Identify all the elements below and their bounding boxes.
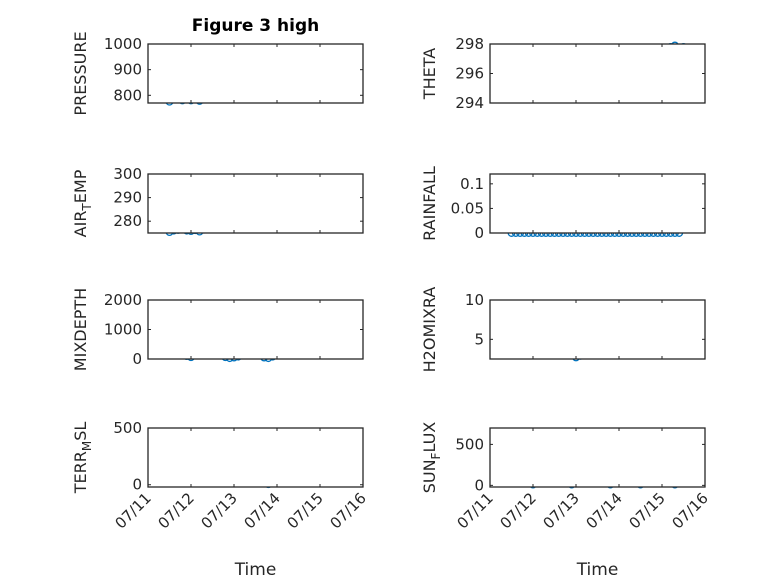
axes-box <box>489 43 706 104</box>
y-tick-label: 500 <box>113 419 142 437</box>
subplot-top-left: 800 900 1000 PRESSURE Figure 3 high <box>71 16 364 116</box>
subplot-third-left: 0 1000 2000 MIXDEPTH <box>71 288 364 371</box>
subplot-bottom-left: 0 500 TERRMSL 07/11 07/12 07/13 07/14 07/15 07/1… <box>71 419 370 580</box>
x-tick-label: 07/16 <box>327 489 370 532</box>
y-axis-label-main: MIXDEPTH <box>71 288 90 371</box>
y-axis-label-suffix: SL <box>71 422 90 441</box>
y-axis-label-suffix: EMP <box>71 169 90 203</box>
y-tick-label: 296 <box>455 65 484 83</box>
y-axis-label: RAINFALL <box>420 166 439 241</box>
y-tick-label: 280 <box>113 212 142 230</box>
y-axis-label-main: TERR <box>71 451 90 494</box>
y-tick-label: 0.1 <box>460 175 484 193</box>
x-tick-label: 07/14 <box>241 489 284 532</box>
x-tick-label: 07/15 <box>284 489 327 532</box>
y-axis-label: PRESSURE <box>71 31 90 115</box>
y-axis-label-main: H2OMIXRA <box>420 287 439 373</box>
subplot-bottom-right: 0 500 SUNFLUX 07/11 07/12 07/13 07/14 07/15 07/1… <box>420 422 712 580</box>
y-axis-label: THETA <box>420 48 439 100</box>
x-tick-label: 07/11 <box>454 489 497 532</box>
y-tick-label: 5 <box>474 330 484 348</box>
y-tick-label: 500 <box>455 435 484 453</box>
axes-box <box>489 427 706 488</box>
y-tick-label: 2000 <box>104 291 142 309</box>
y-tick-label: 298 <box>455 35 484 53</box>
axes-box <box>489 299 706 360</box>
y-tick-label: 800 <box>113 86 142 104</box>
x-tick-label: 07/13 <box>540 489 583 532</box>
y-axis-label-subscript: F <box>429 452 443 459</box>
y-axis-label-main: SUN <box>420 459 439 493</box>
x-tick-label: 07/13 <box>198 489 241 532</box>
y-tick-label: 300 <box>113 165 142 183</box>
y-axis-label: TERRMSL <box>71 422 94 495</box>
y-axis-label-suffix: LUX <box>420 422 439 453</box>
y-axis-label-main: RAINFALL <box>420 166 439 241</box>
x-tick-label: 07/15 <box>626 489 669 532</box>
y-axis-label: AIRTEMP <box>71 169 94 237</box>
y-tick-label: 290 <box>113 189 142 207</box>
axes-box <box>147 299 364 360</box>
chart-title: Figure 3 high <box>192 16 320 36</box>
y-axis-label-subscript: T <box>80 203 94 212</box>
y-tick-label: 10 <box>465 291 484 309</box>
y-tick-label: 0.05 <box>451 199 484 217</box>
x-axis-label: Time <box>234 560 277 580</box>
axes-box <box>147 427 364 488</box>
x-tick-label: 07/11 <box>112 489 155 532</box>
y-axis-label-main: PRESSURE <box>71 31 90 115</box>
y-axis-label-main: AIR <box>71 211 90 238</box>
y-tick-label: 0 <box>474 476 484 494</box>
y-tick-label: 900 <box>113 61 142 79</box>
subplot-top-right: 294 296 298 THETA <box>420 35 706 112</box>
y-axis-label-main: THETA <box>420 48 439 100</box>
y-axis-label: SUNFLUX <box>420 422 443 494</box>
y-tick-label: 1000 <box>104 321 142 339</box>
y-axis-label: MIXDEPTH <box>71 288 90 371</box>
y-tick-label: 294 <box>455 94 484 112</box>
x-tick-label: 07/14 <box>583 489 626 532</box>
axes-box <box>147 173 364 234</box>
y-axis-label-subscript: M <box>80 441 94 451</box>
x-tick-label: 07/12 <box>497 489 540 532</box>
y-axis-label: H2OMIXRA <box>420 287 439 373</box>
y-tick-label: 1000 <box>104 35 142 53</box>
y-tick-label: 0 <box>132 350 142 368</box>
subplot-third-right: 5 10 H2OMIXRA <box>420 287 706 373</box>
subplot-second-left: 280 290 300 AIRTEMP <box>71 165 364 237</box>
x-tick-label: 07/12 <box>155 489 198 532</box>
y-tick-label: 0 <box>132 476 142 494</box>
x-axis-label: Time <box>576 560 619 580</box>
axes-box <box>489 173 706 234</box>
y-tick-label: 0 <box>474 224 484 242</box>
subplot-second-right: 0 0.05 0.1 RAINFALL <box>420 166 706 242</box>
x-tick-label: 07/16 <box>669 489 712 532</box>
axes-box <box>147 43 364 104</box>
